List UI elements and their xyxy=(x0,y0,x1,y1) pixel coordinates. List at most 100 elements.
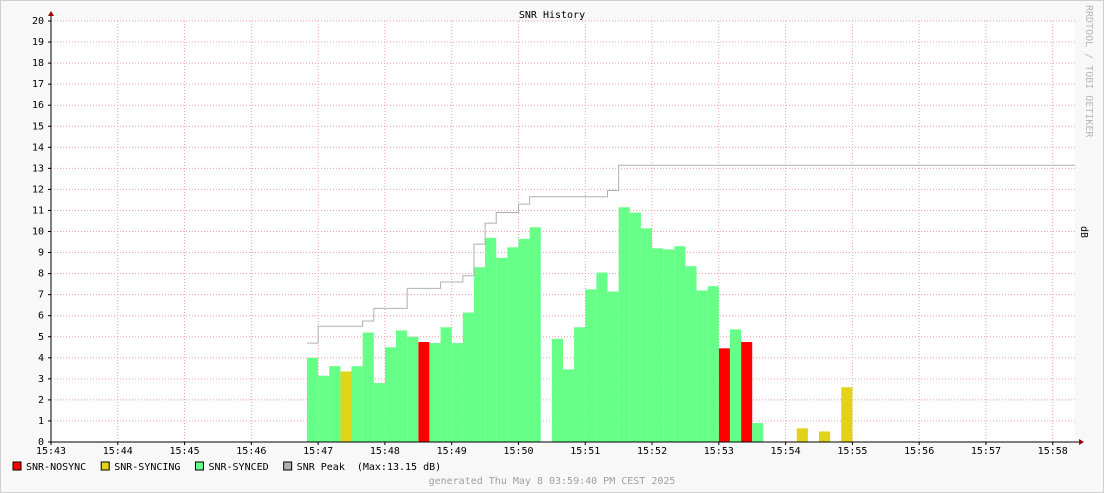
x-tick-label: 15:51 xyxy=(570,446,600,457)
bar xyxy=(529,227,541,442)
y-tick-label: 16 xyxy=(32,100,44,111)
bar xyxy=(373,383,385,442)
bar xyxy=(485,237,497,442)
x-tick-label: 15:48 xyxy=(370,446,400,457)
axis-arrow xyxy=(1079,439,1084,445)
bar xyxy=(407,336,419,442)
bar xyxy=(629,212,641,442)
bar xyxy=(329,366,341,442)
x-tick-label: 15:53 xyxy=(704,446,734,457)
bar xyxy=(640,228,653,442)
bar xyxy=(596,272,608,442)
y-axis-label: dB xyxy=(1078,226,1089,238)
y-tick-label: 17 xyxy=(32,79,44,90)
bar xyxy=(496,257,508,442)
bar xyxy=(418,342,430,442)
x-tick-label: 15:45 xyxy=(170,446,200,457)
bar xyxy=(574,327,586,442)
y-tick-label: 8 xyxy=(38,269,44,280)
legend-swatch xyxy=(194,461,204,471)
x-tick-label: 15:58 xyxy=(1038,446,1068,457)
bar xyxy=(618,207,630,442)
footer: generated Thu May 8 03:59:40 PM CEST 202… xyxy=(429,476,676,487)
bar xyxy=(819,431,831,442)
x-tick-label: 15:52 xyxy=(637,446,667,457)
bar xyxy=(718,348,730,442)
y-tick-label: 20 xyxy=(32,16,44,27)
bar xyxy=(685,266,697,442)
bar xyxy=(841,387,853,442)
y-tick-label: 1 xyxy=(38,416,44,427)
x-tick-label: 15:55 xyxy=(837,446,867,457)
y-tick-label: 19 xyxy=(32,37,44,48)
legend-label: SNR-SYNCING xyxy=(114,462,180,473)
y-tick-label: 14 xyxy=(32,142,44,153)
legend-note: (Max:13.15 dB) xyxy=(357,462,441,473)
plot-area xyxy=(51,21,1075,442)
x-tick-label: 15:44 xyxy=(103,446,133,457)
bar xyxy=(696,290,708,442)
legend-label: SNR-NOSYNC xyxy=(26,462,86,473)
bar xyxy=(607,291,619,442)
bar xyxy=(451,343,463,442)
bar xyxy=(741,342,753,442)
y-tick-label: 18 xyxy=(32,58,44,69)
x-tick-label: 15:57 xyxy=(971,446,1001,457)
legend-label: SNR Peak xyxy=(297,462,345,473)
bar xyxy=(551,338,563,442)
x-tick-label: 15:46 xyxy=(236,446,266,457)
y-tick-label: 12 xyxy=(32,184,44,195)
y-tick-label: 11 xyxy=(32,205,44,216)
legend: SNR-NOSYNC SNR-SYNCING SNR-SYNCED SNR Peak (… xyxy=(12,461,441,473)
bar xyxy=(384,347,397,442)
marks xyxy=(306,164,1075,442)
bar xyxy=(507,247,519,442)
y-tick-label: 3 xyxy=(38,374,44,385)
x-tick-label: 15:43 xyxy=(36,446,66,457)
x-tick-label: 15:50 xyxy=(503,446,533,457)
bar xyxy=(429,343,441,442)
bar xyxy=(318,375,330,442)
bar xyxy=(473,267,486,442)
bar xyxy=(518,238,530,442)
y-tick-label: 5 xyxy=(38,332,44,343)
bar xyxy=(340,371,352,442)
y-tick-label: 9 xyxy=(38,248,44,259)
bar xyxy=(396,330,408,442)
legend-swatch xyxy=(100,461,110,471)
bar xyxy=(752,423,764,442)
y-tick-label: 7 xyxy=(38,290,44,301)
y-tick-label: 0 xyxy=(38,437,44,448)
grid xyxy=(50,20,1075,443)
bar xyxy=(563,369,575,442)
bar xyxy=(652,248,664,442)
bar xyxy=(674,246,686,442)
chart-title: SNR History xyxy=(519,10,585,21)
y-tick-label: 10 xyxy=(32,227,44,238)
y-tick-label: 6 xyxy=(38,311,44,322)
legend-swatch xyxy=(283,461,293,471)
legend-label: SNR-SYNCED xyxy=(208,462,268,473)
legend-swatch xyxy=(12,461,22,471)
x-tick-label: 15:56 xyxy=(904,446,934,457)
bar xyxy=(729,329,742,442)
watermark: RRDTOOL / TOBI OETIKER xyxy=(1083,5,1094,138)
bar xyxy=(462,312,474,442)
bar xyxy=(440,327,452,442)
axis-arrow xyxy=(48,11,54,16)
bar xyxy=(362,332,374,442)
bar xyxy=(663,249,675,442)
bar xyxy=(585,289,597,442)
y-tick-label: 13 xyxy=(32,163,44,174)
x-tick-label: 15:47 xyxy=(303,446,333,457)
bar xyxy=(351,366,363,442)
bar xyxy=(306,357,319,442)
bar xyxy=(707,286,719,442)
bar xyxy=(796,428,808,442)
y-tick-label: 4 xyxy=(38,353,44,364)
y-tick-label: 15 xyxy=(32,121,44,132)
x-tick-label: 15:54 xyxy=(771,446,801,457)
